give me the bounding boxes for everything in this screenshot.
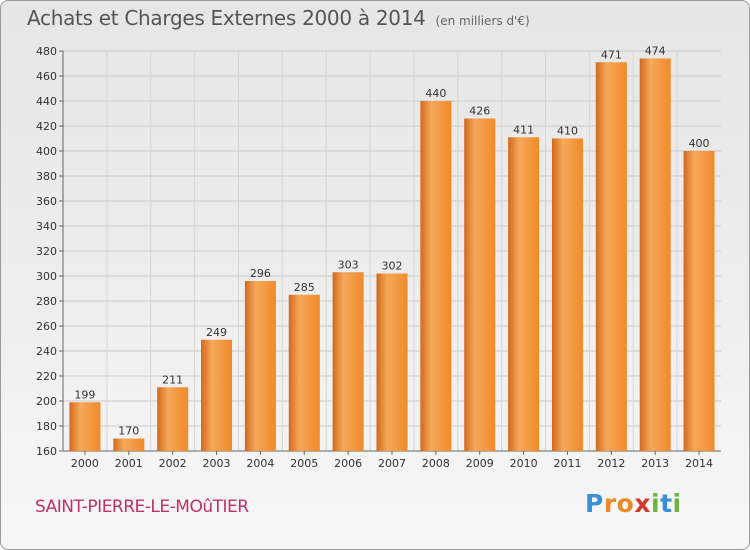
y-tick-label: 360 xyxy=(36,195,57,208)
proxiti-logo: Proxiti xyxy=(585,489,682,518)
bar-2005 xyxy=(288,294,320,451)
x-tick-label: 2013 xyxy=(641,457,669,470)
value-label-2013: 474 xyxy=(645,45,666,58)
y-tick-label: 320 xyxy=(36,245,57,258)
chart-title: Achats et Charges Externes 2000 à 2014 (e… xyxy=(27,6,530,30)
x-tick-label: 2010 xyxy=(510,457,538,470)
logo-letter: i xyxy=(651,489,661,518)
x-tick-label: 2001 xyxy=(115,457,143,470)
value-label-2000: 199 xyxy=(74,388,95,401)
commune-name: SAINT-PIERRE-LE-MOûTIER xyxy=(35,497,249,517)
x-tick-label: 2009 xyxy=(466,457,494,470)
y-tick-label: 220 xyxy=(36,370,57,383)
bar-2006 xyxy=(332,272,364,451)
bar-2008 xyxy=(420,101,452,451)
value-label-2003: 249 xyxy=(206,326,227,339)
logo-letter: r xyxy=(603,489,617,518)
bar-2000 xyxy=(69,402,101,451)
value-label-2005: 285 xyxy=(294,281,315,294)
x-tick-label: 2004 xyxy=(246,457,274,470)
bar-2009 xyxy=(464,118,496,451)
bars xyxy=(69,58,715,451)
value-label-2002: 211 xyxy=(162,373,183,386)
y-tick-label: 240 xyxy=(36,345,57,358)
x-tick-label: 2007 xyxy=(378,457,406,470)
bar-2010 xyxy=(508,137,540,451)
y-tick-label: 480 xyxy=(36,45,57,58)
x-tick-label: 2008 xyxy=(422,457,450,470)
bar-2012 xyxy=(595,62,627,451)
x-tick-label: 2014 xyxy=(685,457,713,470)
x-tick-label: 2000 xyxy=(71,457,99,470)
bar-2004 xyxy=(244,281,276,451)
logo-letter: i xyxy=(672,489,682,518)
bar-2014 xyxy=(683,151,715,451)
value-label-2001: 170 xyxy=(118,425,139,438)
logo-letter: x xyxy=(634,489,651,518)
x-tick-label: 2005 xyxy=(290,457,318,470)
value-label-2006: 303 xyxy=(338,258,359,271)
value-labels: 199 170 211 249 296 285 303 302 440 426 411 410 471 4… xyxy=(74,45,709,438)
y-tick-label: 180 xyxy=(36,420,57,433)
y-tick-label: 200 xyxy=(36,395,57,408)
value-label-2009: 426 xyxy=(469,105,490,118)
logo-letter: P xyxy=(585,489,604,518)
bar-2011 xyxy=(551,138,583,451)
x-tick-label: 2012 xyxy=(597,457,625,470)
value-label-2012: 471 xyxy=(601,48,622,61)
x-tick-label: 2003 xyxy=(203,457,231,470)
x-tick-label: 2006 xyxy=(334,457,362,470)
value-label-2010: 411 xyxy=(513,123,534,136)
bar-2001 xyxy=(113,438,145,451)
logo-letter: o xyxy=(616,489,635,518)
value-label-2011: 410 xyxy=(557,125,578,138)
bar-2013 xyxy=(639,58,671,451)
y-tick-label: 460 xyxy=(36,70,57,83)
y-tick-label: 400 xyxy=(36,145,57,158)
y-tick-label: 420 xyxy=(36,120,57,133)
x-tick-label: 2011 xyxy=(553,457,581,470)
chart-title-text: Achats et Charges Externes 2000 à 2014 xyxy=(27,6,426,30)
bar-2007 xyxy=(376,273,408,451)
value-label-2004: 296 xyxy=(250,267,271,280)
y-tick-label: 260 xyxy=(36,320,57,333)
x-tick-label: 2002 xyxy=(159,457,187,470)
value-label-2014: 400 xyxy=(689,137,710,150)
logo-letter: t xyxy=(660,489,673,518)
y-tick-label: 340 xyxy=(36,220,57,233)
bar-2003 xyxy=(201,339,233,451)
y-tick-label: 280 xyxy=(36,295,57,308)
value-label-2007: 302 xyxy=(382,260,403,273)
bar-2002 xyxy=(157,387,189,451)
chart-unit-label: (en milliers d'€) xyxy=(435,14,530,28)
y-tick-label: 440 xyxy=(36,95,57,108)
value-label-2008: 440 xyxy=(425,87,446,100)
y-tick-label: 160 xyxy=(36,445,57,458)
y-tick-label: 380 xyxy=(36,170,57,183)
y-tick-label: 300 xyxy=(36,270,57,283)
